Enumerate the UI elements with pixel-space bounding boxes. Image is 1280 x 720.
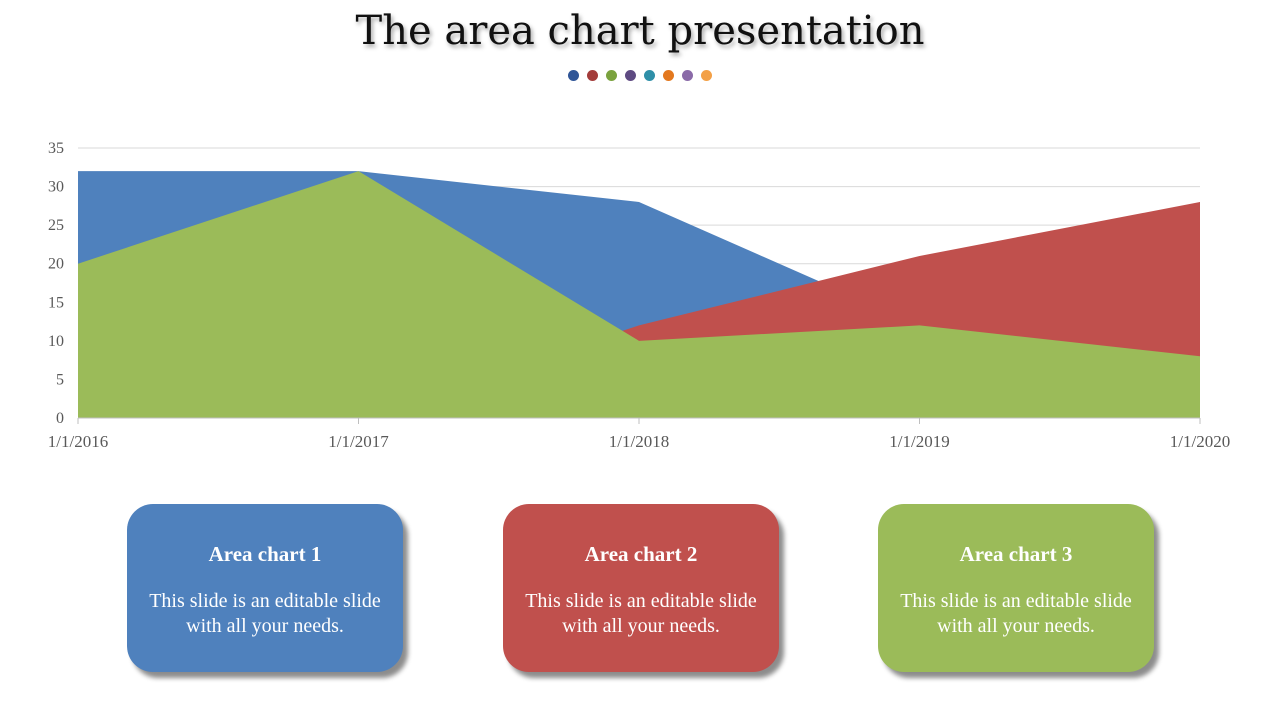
y-tick-label: 25	[48, 217, 64, 234]
x-tick-label: 1/1/2020	[1170, 432, 1230, 451]
card-area-chart-2: Area chart 2 This slide is an editable s…	[503, 504, 779, 672]
dot-1	[568, 70, 579, 81]
dot-2	[587, 70, 598, 81]
slide-title: The area chart presentation	[355, 8, 925, 54]
y-tick-label: 35	[48, 140, 64, 157]
y-tick-label: 0	[56, 410, 64, 427]
x-tick-label: 1/1/2018	[609, 432, 669, 451]
card-title: Area chart 2	[584, 542, 698, 566]
card-area-chart-3: Area chart 3 This slide is an editable s…	[878, 504, 1154, 672]
card-title: Area chart 3	[959, 542, 1073, 566]
dot-7	[682, 70, 693, 81]
x-tick-label: 1/1/2019	[889, 432, 949, 451]
y-tick-label: 20	[48, 256, 64, 273]
y-tick-label: 10	[48, 333, 64, 350]
y-tick-label: 15	[48, 294, 64, 311]
dot-8	[701, 70, 712, 81]
area-series	[78, 171, 1200, 418]
x-tick-label: 1/1/2017	[328, 432, 389, 451]
decorative-dots	[0, 70, 1280, 81]
area-series-3	[78, 171, 1200, 418]
card-text: This slide is an editable slide with all…	[149, 590, 381, 637]
card-text: This slide is an editable slide with all…	[900, 590, 1132, 637]
area-chart: 0 5 10 15 20 25 30 35 1/1/2016 1/1/2017 1/1/2018 1/…	[48, 140, 1230, 451]
axes: 0 5 10 15 20 25 30 35 1/1/2016 1/1/2017 1/1/2018 1/…	[48, 140, 1230, 451]
card-title: Area chart 1	[208, 542, 322, 566]
card-text: This slide is an editable slide with all…	[525, 590, 757, 637]
dot-3	[606, 70, 617, 81]
y-tick-label: 5	[56, 371, 64, 388]
y-tick-label: 30	[48, 179, 64, 196]
dot-6	[663, 70, 674, 81]
dot-4	[625, 70, 636, 81]
x-tick-label: 1/1/2016	[48, 432, 108, 451]
card-area-chart-1: Area chart 1 This slide is an editable s…	[127, 504, 403, 672]
dot-5	[644, 70, 655, 81]
